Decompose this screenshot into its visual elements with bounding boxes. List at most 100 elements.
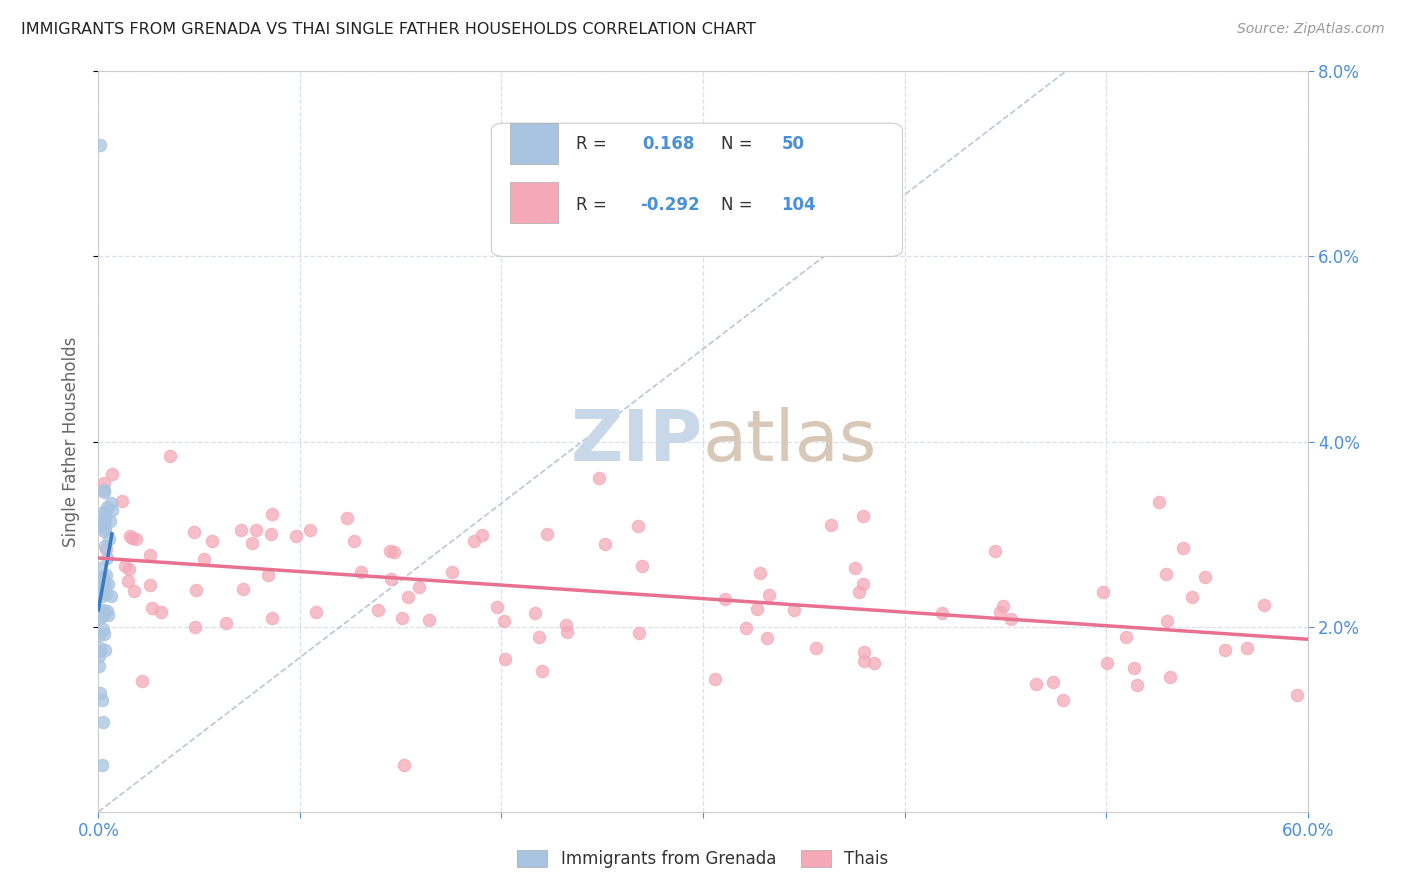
Point <box>87 649 110 664</box>
Point <box>91 622 114 636</box>
Point <box>1253 598 1275 612</box>
FancyBboxPatch shape <box>509 123 558 164</box>
Point <box>749 566 772 581</box>
Point <box>91 758 114 772</box>
Point <box>89 560 111 574</box>
Point <box>555 624 578 639</box>
Point <box>101 503 124 517</box>
Point <box>215 615 238 630</box>
Point <box>245 523 267 537</box>
Text: ZIP: ZIP <box>571 407 703 476</box>
Point <box>299 523 322 537</box>
Point <box>90 693 112 707</box>
Text: atlas: atlas <box>703 407 877 476</box>
Point <box>852 576 875 591</box>
Point <box>93 524 115 538</box>
Point <box>988 605 1011 619</box>
Point <box>984 544 1007 558</box>
Text: 50: 50 <box>782 135 804 153</box>
Point <box>714 591 737 606</box>
Point <box>418 613 440 627</box>
Point <box>631 558 654 573</box>
Point <box>527 630 550 644</box>
Point <box>1122 661 1144 675</box>
Point <box>392 758 415 772</box>
Text: IMMIGRANTS FROM GRENADA VS THAI SINGLE FATHER HOUSEHOLDS CORRELATION CHART: IMMIGRANTS FROM GRENADA VS THAI SINGLE F… <box>21 22 756 37</box>
Text: 0.168: 0.168 <box>643 135 695 153</box>
Point <box>87 659 110 673</box>
Point <box>350 565 373 579</box>
Point <box>117 561 139 575</box>
Point <box>524 606 547 620</box>
Point <box>91 572 114 586</box>
Point <box>90 580 112 594</box>
Point <box>627 518 650 533</box>
FancyBboxPatch shape <box>492 123 903 257</box>
Point <box>96 500 118 514</box>
Point <box>848 585 870 599</box>
Point <box>94 522 117 536</box>
Point <box>1000 612 1022 626</box>
Point <box>627 625 650 640</box>
Point <box>89 644 111 658</box>
Point <box>117 574 139 588</box>
Point <box>229 524 252 538</box>
Point <box>853 645 876 659</box>
Point <box>100 514 122 528</box>
Point <box>184 620 207 634</box>
Point <box>336 511 359 525</box>
Point <box>1285 689 1308 703</box>
Point <box>1025 677 1047 691</box>
Point <box>367 603 389 617</box>
Text: N =: N = <box>721 135 752 153</box>
Point <box>380 572 402 586</box>
Text: 104: 104 <box>782 195 817 213</box>
Y-axis label: Single Father Households: Single Father Households <box>62 336 80 547</box>
Point <box>588 471 610 485</box>
Point <box>305 606 328 620</box>
Point <box>91 603 114 617</box>
Point <box>183 525 205 540</box>
Point <box>94 587 117 601</box>
Point <box>260 508 283 522</box>
Point <box>141 601 163 615</box>
Point <box>1213 642 1236 657</box>
Point <box>91 506 114 520</box>
Point <box>1159 670 1181 684</box>
Point <box>100 589 122 603</box>
Point <box>93 626 115 640</box>
Point <box>97 532 120 546</box>
Text: -0.292: -0.292 <box>640 195 700 213</box>
Point <box>463 534 485 549</box>
Point <box>89 138 111 153</box>
Point <box>758 588 780 602</box>
Point <box>159 449 181 463</box>
Point <box>1126 678 1149 692</box>
Text: N =: N = <box>721 195 752 213</box>
Legend: Immigrants from Grenada, Thais: Immigrants from Grenada, Thais <box>510 843 896 875</box>
Point <box>396 591 419 605</box>
Text: Source: ZipAtlas.com: Source: ZipAtlas.com <box>1237 22 1385 37</box>
Point <box>1095 657 1118 671</box>
Point <box>262 610 284 624</box>
FancyBboxPatch shape <box>509 183 558 223</box>
Point <box>94 568 117 582</box>
Point <box>852 654 875 668</box>
Point <box>256 567 278 582</box>
Point <box>844 561 866 575</box>
Point <box>285 529 308 543</box>
Point <box>783 603 806 617</box>
Point <box>991 599 1014 614</box>
Point <box>380 544 402 558</box>
Point <box>1156 615 1178 629</box>
Point <box>863 656 886 670</box>
Point <box>87 516 110 531</box>
Point <box>595 537 617 551</box>
Point <box>96 576 118 591</box>
Point <box>96 551 118 566</box>
Point <box>94 513 117 527</box>
Point <box>96 604 118 618</box>
Point <box>93 476 115 491</box>
Point <box>200 534 222 549</box>
Point <box>97 607 120 622</box>
